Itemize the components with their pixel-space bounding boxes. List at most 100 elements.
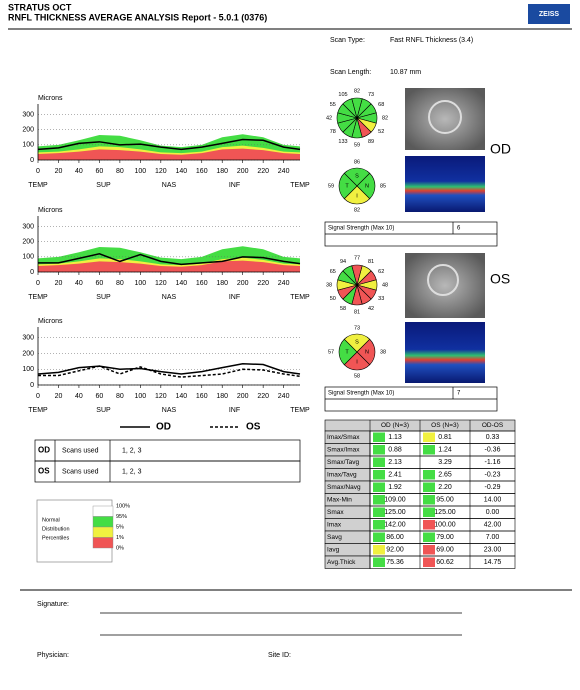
x-tick-label: 240: [278, 280, 290, 287]
y-tick-label: 200: [22, 127, 34, 134]
clock-value: 62: [378, 269, 384, 275]
x-category-label: INF: [229, 182, 240, 189]
quadrant-letter: N: [365, 349, 369, 355]
tsnit-line: [37, 138, 301, 151]
clock-value: 94: [340, 259, 346, 265]
x-tick-label: 80: [116, 168, 124, 175]
x-tick-label: 180: [216, 393, 228, 400]
metrics-label: Smax/Navg: [327, 484, 361, 491]
metrics-header: OS (N=3): [431, 422, 459, 429]
metrics-cell-color: [373, 557, 385, 567]
metrics-value: 7.00: [486, 534, 500, 541]
clock-value: 82: [382, 115, 388, 121]
legend-label: OD: [156, 422, 171, 433]
y-tick-label: 0: [30, 269, 34, 276]
norm-band: [38, 148, 300, 160]
metrics-value: 0.88: [388, 447, 402, 454]
metrics-cell-color: [373, 545, 385, 555]
clock-value: 78: [330, 129, 336, 135]
eye-label: OD: [490, 141, 511, 157]
metrics-value: 2.65: [438, 472, 452, 479]
quadrant-letter: I: [356, 359, 358, 365]
x-tick-label: 240: [278, 393, 290, 400]
metrics-value: 42.00: [484, 522, 502, 529]
percentile-level: 100%: [116, 503, 130, 509]
quadrant-value: 57: [328, 349, 334, 355]
metrics-value: 1.24: [438, 447, 452, 454]
percentile-title: Normal: [42, 517, 60, 523]
metrics-cell-color: [373, 507, 385, 517]
x-tick-label: 180: [216, 280, 228, 287]
fundus-image: [405, 253, 485, 318]
quadrant-sector: [338, 338, 358, 366]
metrics-label: Imax: [327, 521, 342, 528]
signal-label: Signal Strength (Max 10): [328, 226, 394, 232]
logo: ZEISS: [539, 11, 560, 18]
x-tick-label: 240: [278, 168, 290, 175]
x-tick-label: 0: [36, 393, 40, 400]
percentile-level: 0%: [116, 545, 124, 551]
x-category-label: NAS: [162, 407, 177, 414]
metrics-cell-color: [373, 432, 385, 442]
metrics-value: 0.81: [438, 434, 452, 441]
x-tick-label: 120: [155, 280, 167, 287]
percentile-title: Percentiles: [42, 535, 69, 541]
metrics-value: -1.16: [485, 459, 501, 466]
quadrant-letter: T: [345, 349, 349, 355]
metrics-value: 60.62: [436, 559, 454, 566]
metrics-label: Max-Min: [327, 496, 352, 503]
x-tick-label: 40: [75, 393, 83, 400]
metrics-label: Savg: [327, 534, 342, 541]
fundus-ring: [428, 100, 462, 134]
metrics-value: -0.23: [485, 472, 501, 479]
x-tick-label: 140: [175, 393, 187, 400]
clock-value: 77: [354, 255, 360, 261]
metrics-cell-color: [373, 495, 385, 505]
metrics-value: 125.00: [384, 509, 406, 516]
x-category-label: INF: [229, 407, 240, 414]
metrics-label: Smax: [327, 509, 344, 516]
metrics-cell-color: [423, 532, 435, 542]
x-tick-label: 60: [96, 393, 104, 400]
quadrant-value: 85: [380, 183, 386, 189]
site-id-label: Site ID:: [268, 652, 291, 659]
clock-value: 50: [330, 296, 336, 302]
x-tick-label: 60: [96, 168, 104, 175]
metrics-label: Imax/Tavg: [327, 471, 357, 478]
x-tick-label: 80: [116, 393, 124, 400]
clock-value: 42: [326, 115, 332, 121]
scan-label: Scan Length:: [330, 69, 371, 76]
metrics-cell-color: [423, 507, 435, 517]
x-tick-label: 100: [135, 168, 147, 175]
clock-value: 73: [368, 92, 374, 98]
norm-band: [38, 260, 300, 272]
metrics-cell-color: [423, 495, 435, 505]
x-tick-label: 40: [75, 280, 83, 287]
eye-label: OS: [490, 271, 510, 287]
metrics-cell-color: [423, 482, 435, 492]
metrics-label: Imax/Smax: [327, 434, 360, 441]
signature-label: Signature:: [37, 601, 69, 608]
y-axis-label: Microns: [38, 207, 63, 214]
x-category-label: TEMP: [290, 182, 310, 189]
y-tick-label: 100: [22, 366, 34, 373]
signal-label: Signal Strength (Max 10): [328, 391, 394, 397]
fundus-image: [405, 88, 485, 150]
metrics-value: 69.00: [436, 547, 454, 554]
scans-cell: 1, 2, 3: [122, 447, 142, 454]
x-tick-label: 120: [155, 168, 167, 175]
x-category-label: SUP: [96, 407, 111, 414]
x-category-label: SUP: [96, 294, 111, 301]
metrics-value: 2.20: [438, 484, 452, 491]
oct-scan: [405, 322, 485, 383]
metrics-value: 0.00: [486, 509, 500, 516]
metrics-value: 2.41: [388, 472, 402, 479]
percentile-swatch: [92, 505, 114, 517]
scan-value: 10.87 mm: [390, 69, 421, 76]
quadrant-value: 86: [354, 159, 360, 165]
percentile-swatch: [92, 526, 114, 538]
metrics-cell-color: [373, 457, 385, 467]
x-tick-label: 80: [116, 280, 124, 287]
percentile-swatch: [92, 537, 114, 549]
metrics-value: 1.92: [388, 484, 402, 491]
